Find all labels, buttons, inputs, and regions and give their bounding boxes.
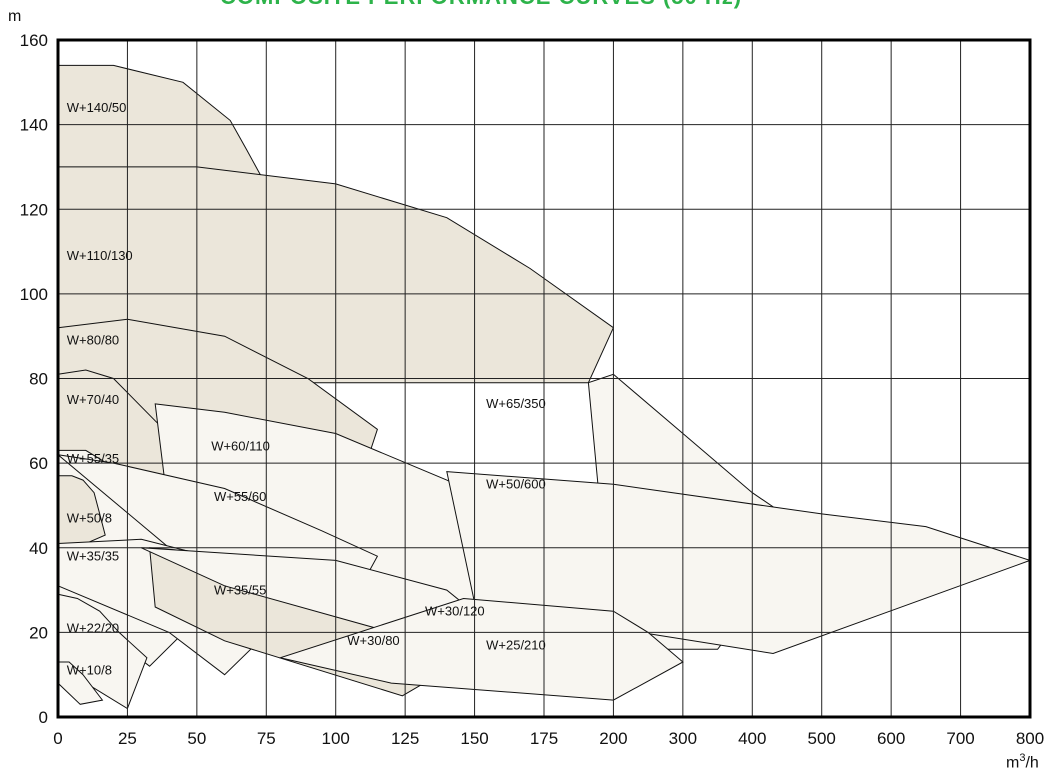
series-label-w-25-210: W+25/210 xyxy=(486,637,546,652)
y-tick-label: 60 xyxy=(29,454,48,473)
series-label-w-35-35: W+35/35 xyxy=(67,548,119,563)
series-label-w-10-8: W+10/8 xyxy=(67,663,112,678)
series-label-w-65-350: W+65/350 xyxy=(486,396,546,411)
y-tick-label: 120 xyxy=(20,200,48,219)
y-tick-label: 20 xyxy=(29,623,48,642)
series-label-w-55-60: W+55/60 xyxy=(214,489,266,504)
y-axis-unit: m xyxy=(8,8,22,25)
x-tick-label: 600 xyxy=(877,729,905,748)
y-tick-label: 80 xyxy=(29,370,48,389)
x-tick-label: 500 xyxy=(808,729,836,748)
series-label-w-30-80: W+30/80 xyxy=(347,633,399,648)
x-tick-label: 125 xyxy=(391,729,419,748)
curve-bands xyxy=(56,64,1032,710)
grid-lines xyxy=(58,40,1030,717)
x-tick-label: 0 xyxy=(53,729,62,748)
series-label-w-22-20: W+22/20 xyxy=(67,620,119,635)
x-axis-unit: m3/h xyxy=(1006,752,1039,772)
series-label-w-60-110: W+60/110 xyxy=(211,438,270,453)
x-axis-unit-base: m xyxy=(1006,754,1020,772)
x-axis-unit-tail: /h xyxy=(1025,754,1039,772)
y-tick-label: 140 xyxy=(20,116,48,135)
x-tick-label: 100 xyxy=(322,729,350,748)
chart-title: COMPOSITE PERFORMANCE CURVES (50 Hz) xyxy=(220,0,742,10)
series-label-w-110-130: W+110/130 xyxy=(67,248,133,263)
curve-band-w-25-210 xyxy=(278,597,684,701)
x-tick-labels: 0 25 50 75 100 125 150 175 200 300 400 500 600 700 800 xyxy=(53,729,1044,748)
x-tick-label: 400 xyxy=(738,729,766,748)
x-tick-label: 200 xyxy=(599,729,627,748)
x-tick-label: 50 xyxy=(187,729,206,748)
series-label-w-55-35: W+55/35 xyxy=(67,451,119,466)
x-tick-label: 150 xyxy=(460,729,488,748)
series-label-w-140-50: W+140/50 xyxy=(67,100,127,115)
y-tick-label: 160 xyxy=(20,31,48,50)
series-label-w-30-120: W+30/120 xyxy=(425,603,485,618)
x-tick-label: 25 xyxy=(118,729,137,748)
series-labels: W+140/50 W+110/130 W+65/350 W+80/80 W+70/40 W… xyxy=(67,100,546,678)
series-label-w-70-40: W+70/40 xyxy=(67,392,119,407)
series-label-w-50-8: W+50/8 xyxy=(67,510,112,525)
y-tick-label: 100 xyxy=(20,285,48,304)
x-tick-label: 300 xyxy=(669,729,697,748)
x-axis-unit-sup: 3 xyxy=(1019,752,1026,764)
plot-frame xyxy=(56,38,1032,719)
y-tick-label: 40 xyxy=(29,539,48,558)
curve-band-w-140-50 xyxy=(57,64,262,176)
series-label-w-80-80: W+80/80 xyxy=(67,333,119,348)
series-label-w-35-55: W+35/55 xyxy=(214,582,266,597)
x-tick-label: 700 xyxy=(946,729,974,748)
y-tick-label: 0 xyxy=(39,708,48,727)
x-tick-label: 75 xyxy=(257,729,276,748)
series-label-w-50-600: W+50/600 xyxy=(486,477,546,492)
x-tick-label: 175 xyxy=(530,729,558,748)
y-tick-labels: 0 20 40 60 80 100 120 140 160 xyxy=(20,31,48,727)
x-tick-label: 800 xyxy=(1016,729,1044,748)
